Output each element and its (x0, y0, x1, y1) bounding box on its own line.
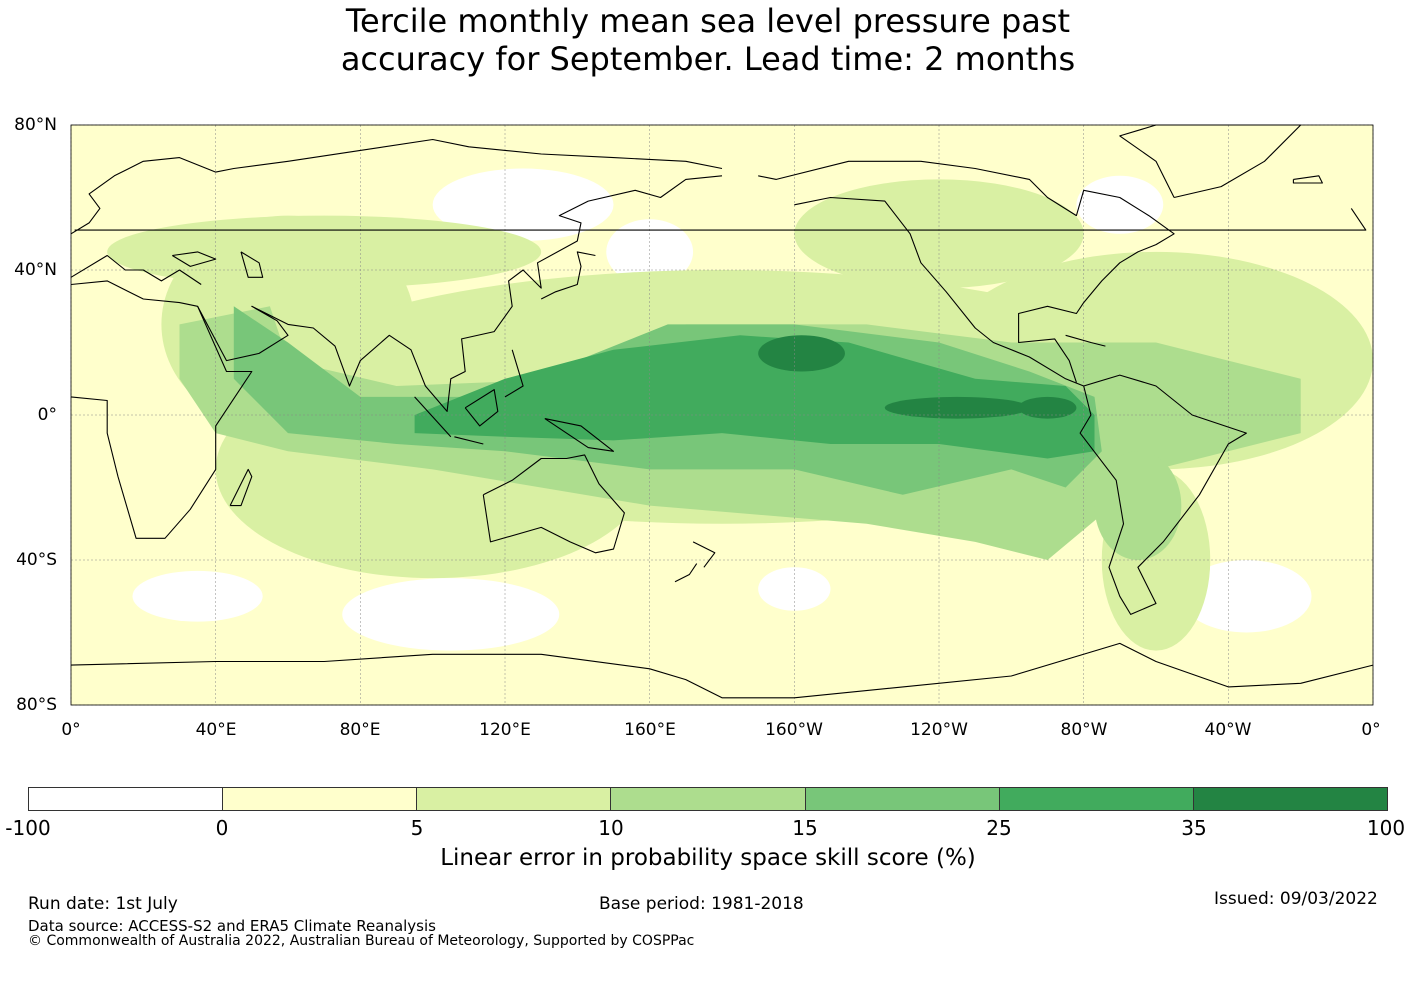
colorbar-tick-15: 15 (792, 816, 818, 840)
coastline-south-america (1079, 374, 1247, 615)
colorbar-tick-10: 10 (598, 816, 624, 840)
coastline-caspian (240, 251, 264, 278)
coastline-mediterranean (70, 254, 202, 285)
skill-band-35-100 (884, 396, 1030, 419)
skill-patch-negative (1181, 560, 1312, 633)
lon-label-80w: 80°W (1060, 720, 1108, 740)
coastline-black-sea (172, 251, 217, 267)
colorbar (28, 787, 1388, 811)
lon-label-160e: 160°E (624, 720, 676, 740)
map-panel: 80°N 40°N 0° 40°S 80°S 0° 40°E 80°E 120°… (0, 110, 1416, 750)
coastline-nz-north (692, 541, 716, 568)
coastline-north-america-east (758, 160, 1175, 383)
colorbar-tick-100: 100 (1366, 816, 1406, 840)
skill-band-10-15 (1094, 451, 1182, 560)
colorbar-tick-25: 25 (986, 816, 1012, 840)
skill-patch-negative (342, 578, 560, 651)
skill-patch-negative (606, 219, 694, 285)
coastline-north-eurasia (70, 138, 723, 235)
colorbar-segment-0-5 (223, 788, 418, 810)
colorbar-segment-neg100-0 (29, 788, 224, 810)
coastline-sumatra (414, 396, 452, 438)
coastline-australia (482, 454, 625, 554)
lon-label-80e: 80°E (339, 720, 381, 740)
title-line-2: accuracy for September. Lead time: 2 mon… (340, 40, 1076, 78)
lon-label-160w: 160°W (765, 720, 823, 740)
colorbar-segment-35-100 (1193, 788, 1387, 810)
chart-title: Tercile monthly mean sea level pressure … (0, 2, 1416, 78)
coastline-antarctica (70, 642, 1374, 699)
skill-field-layer (71, 125, 1373, 705)
lat-label-80s: 80°S (16, 695, 57, 715)
skill-band-25-35 (414, 335, 1095, 459)
colorbar-label: Linear error in probability space skill … (440, 845, 976, 871)
coastline-borneo (464, 389, 499, 427)
skill-patch-negative (132, 570, 263, 622)
lon-label-40e: 40°E (195, 720, 237, 740)
lat-label-40n: 40°N (14, 260, 57, 280)
lon-label-40w: 40°W (1204, 720, 1252, 740)
coastline-layer (70, 124, 1374, 699)
coastline-uk (74, 208, 1367, 231)
skill-band-35-100 (1018, 396, 1077, 419)
colorbar-segment-10-15 (611, 788, 806, 810)
skill-band-5-10 (107, 215, 542, 289)
skill-patch-negative (1076, 175, 1164, 234)
title-line-1: Tercile monthly mean sea level pressure … (345, 2, 1071, 40)
lon-label-0-west: 0° (61, 720, 81, 740)
run-date: Run date: 1st July (28, 894, 178, 914)
colorbar-segment-5-10 (417, 788, 612, 810)
coastline-philippines (504, 349, 524, 398)
lon-label-0-east: 0° (1361, 720, 1381, 740)
lat-label-0: 0° (37, 405, 57, 425)
coastline-iceland (1292, 175, 1323, 184)
base-period: Base period: 1981-2018 (599, 894, 804, 914)
lon-label-120w: 120°W (910, 720, 968, 740)
lat-label-40s: 40°S (16, 550, 57, 570)
coastline-nz-south (674, 563, 698, 583)
colorbar-tick-neg100: -100 (5, 816, 51, 840)
skill-patch-negative (432, 168, 614, 241)
colorbar-tick-5: 5 (410, 816, 424, 840)
coastline-new-guinea (544, 418, 615, 452)
colorbar-tick-0: 0 (215, 816, 229, 840)
lat-label-80n: 80°N (14, 115, 57, 135)
coastline-japan (540, 251, 596, 300)
skill-score-map (70, 124, 1374, 706)
colorbar-segment-25-35 (999, 788, 1194, 810)
coastline-africa (70, 280, 253, 539)
coastline-cuba (1065, 334, 1106, 347)
colorbar-tick-35: 35 (1181, 816, 1207, 840)
coastline-north-america-west (794, 196, 1084, 387)
map-frame (70, 124, 1374, 706)
skill-band-35-100 (758, 335, 845, 372)
colorbar-segment-15-25 (805, 788, 1000, 810)
coastline-java (454, 436, 484, 445)
coastline-asia-south (197, 175, 723, 412)
coastline-madagascar (229, 468, 253, 507)
data-source: Data source: ACCESS-S2 and ERA5 Climate … (28, 917, 436, 935)
lon-label-120e: 120°E (479, 720, 531, 740)
copyright: © Commonwealth of Australia 2022, Austra… (28, 933, 695, 949)
issued-date: Issued: 09/03/2022 (1214, 889, 1378, 909)
